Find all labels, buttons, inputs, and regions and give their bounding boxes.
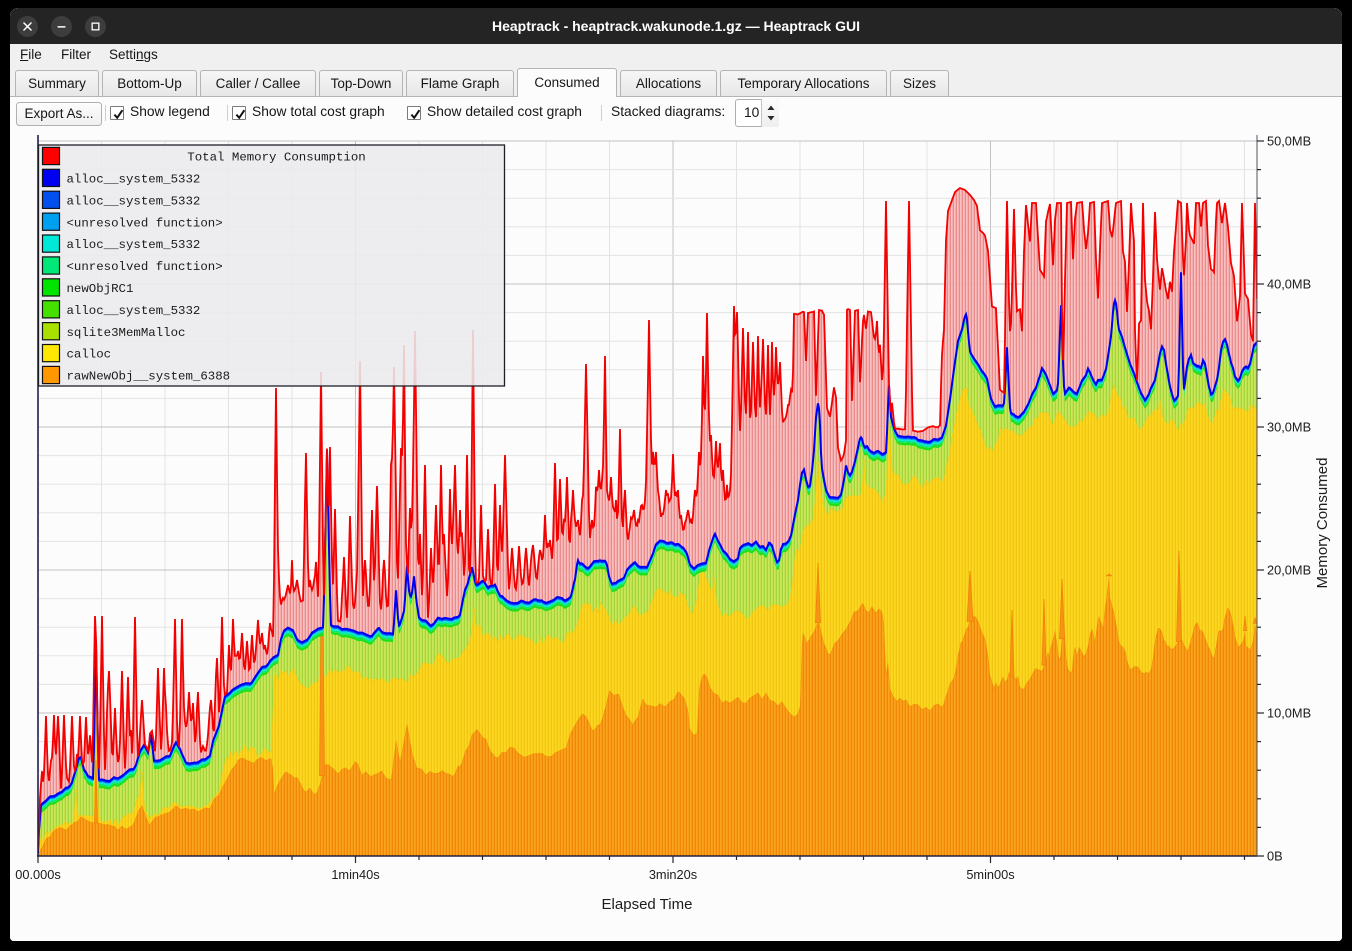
svg-text:0B: 0B [1267,849,1283,864]
svg-text:5min00s: 5min00s [966,867,1014,882]
svg-text:<unresolved function>: <unresolved function> [67,260,223,274]
svg-text:<unresolved function>: <unresolved function> [67,216,223,230]
svg-text:alloc__system_5332: alloc__system_5332 [67,238,201,252]
svg-text:20,0MB: 20,0MB [1267,563,1311,578]
svg-text:alloc__system_5332: alloc__system_5332 [67,304,201,318]
svg-text:Elapsed Time: Elapsed Time [602,896,693,913]
svg-text:Memory Consumed: Memory Consumed [1314,458,1331,589]
svg-text:rawNewObj__system_6388: rawNewObj__system_6388 [67,370,231,384]
svg-text:alloc__system_5332: alloc__system_5332 [67,173,201,187]
svg-text:Total Memory Consumption: Total Memory Consumption [187,151,365,165]
svg-text:00.000s: 00.000s [15,867,61,882]
svg-text:alloc__system_5332: alloc__system_5332 [67,194,201,208]
svg-text:calloc: calloc [67,348,112,362]
svg-text:3min20s: 3min20s [649,867,697,882]
svg-text:1min40s: 1min40s [331,867,379,882]
svg-text:40,0MB: 40,0MB [1267,277,1311,292]
svg-text:newObjRC1: newObjRC1 [67,282,134,296]
svg-text:30,0MB: 30,0MB [1267,420,1311,435]
svg-text:50,0MB: 50,0MB [1267,134,1311,149]
svg-text:10,0MB: 10,0MB [1267,706,1311,721]
svg-text:sqlite3MemMalloc: sqlite3MemMalloc [67,326,186,340]
